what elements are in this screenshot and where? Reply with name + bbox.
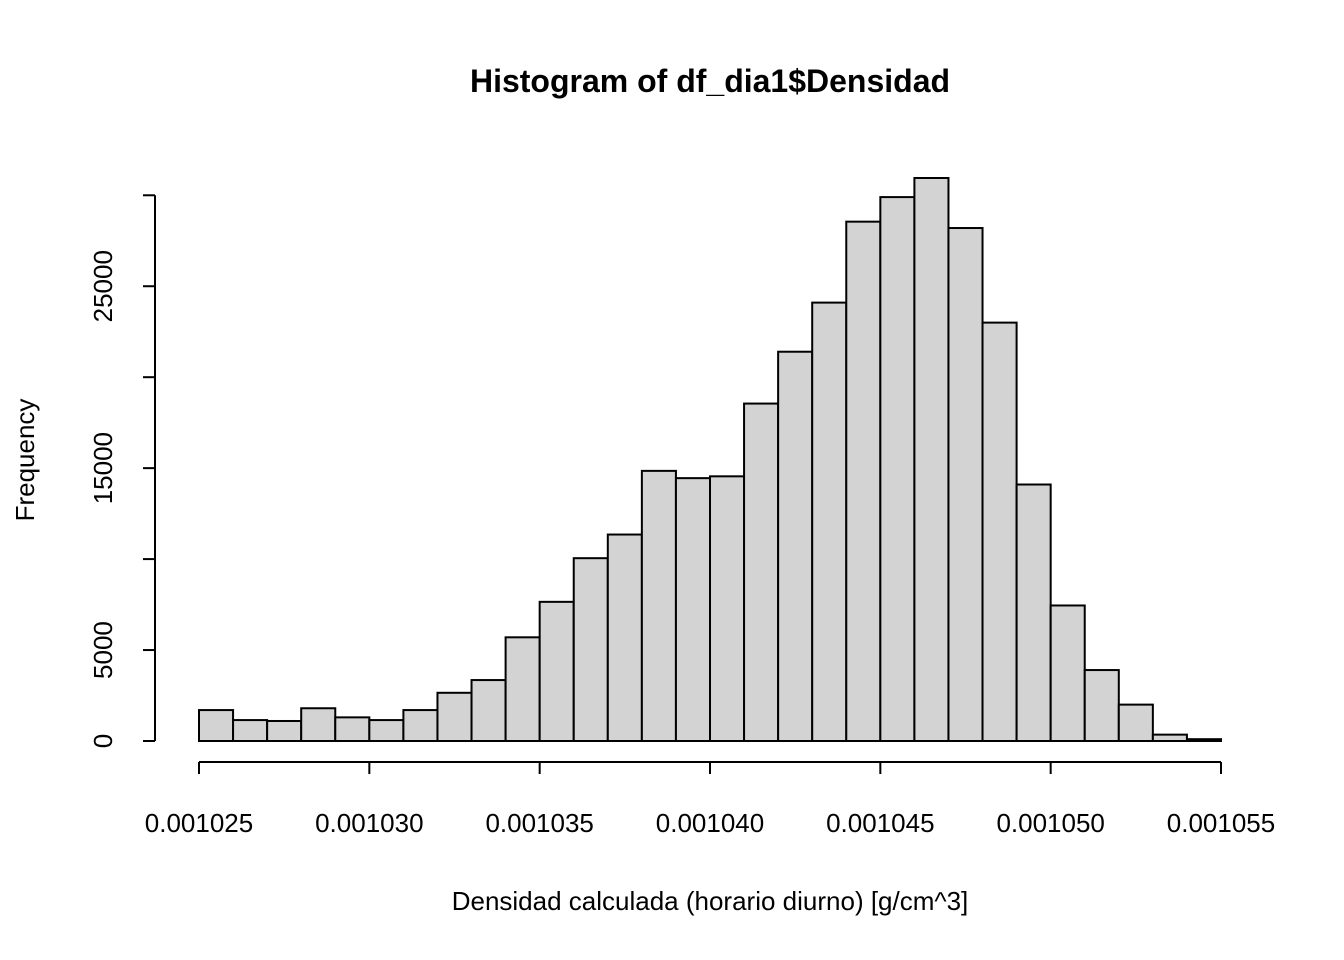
bar xyxy=(1015,483,1052,742)
x-axis-label: Densidad calculada (horario diurno) [g/c… xyxy=(452,886,969,916)
x-tick-label: 0.001025 xyxy=(145,808,253,838)
bar xyxy=(743,402,780,742)
y-tick-label: 5000 xyxy=(88,621,118,679)
bar xyxy=(504,636,541,743)
x-tick-label: 0.001050 xyxy=(996,808,1104,838)
y-tick-label: 0 xyxy=(88,734,118,748)
bar xyxy=(572,557,609,742)
bar xyxy=(1049,604,1086,742)
bar xyxy=(879,196,916,742)
bar xyxy=(198,709,235,742)
y-axis-label: Frequency xyxy=(10,399,40,522)
bar xyxy=(913,177,950,742)
x-tick-label: 0.001040 xyxy=(656,808,764,838)
bar xyxy=(777,350,814,742)
bar xyxy=(436,691,473,742)
bar xyxy=(981,321,1018,742)
chart-title: Histogram of df_dia1$Densidad xyxy=(470,63,950,99)
x-tick-label: 0.001035 xyxy=(485,808,593,838)
bar xyxy=(674,477,712,742)
bar xyxy=(1083,669,1120,742)
bar xyxy=(368,719,405,742)
bar xyxy=(947,227,984,742)
x-tick-label: 0.001055 xyxy=(1167,808,1275,838)
bar xyxy=(470,679,507,743)
bar xyxy=(538,600,575,742)
bar xyxy=(402,709,439,742)
bar xyxy=(709,475,746,742)
bar xyxy=(1151,733,1188,743)
bar xyxy=(334,716,371,742)
bar xyxy=(1117,703,1154,742)
bar xyxy=(845,220,882,742)
x-tick-label: 0.001045 xyxy=(826,808,934,838)
bar xyxy=(266,719,303,742)
bar xyxy=(232,719,269,742)
y-tick-label: 15000 xyxy=(88,432,118,504)
bar xyxy=(606,533,643,743)
y-tick-label: 25000 xyxy=(88,250,118,322)
bar xyxy=(811,301,848,742)
bar xyxy=(300,707,337,742)
bar xyxy=(1185,738,1223,742)
x-tick-label: 0.001030 xyxy=(315,808,423,838)
bar xyxy=(640,469,677,742)
